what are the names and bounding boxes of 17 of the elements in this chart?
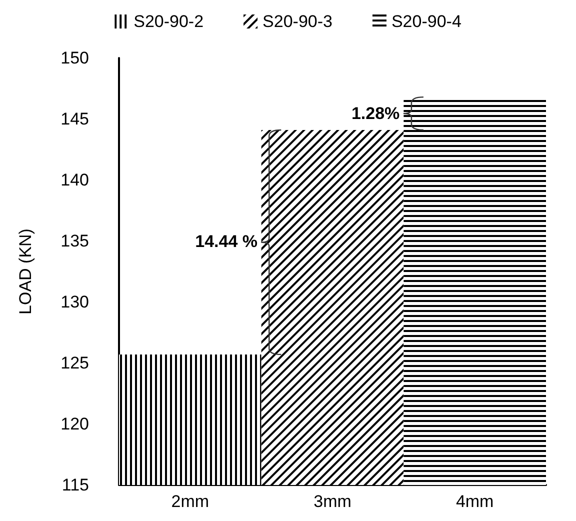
annotation: 1.28% [351, 104, 400, 124]
legend-label: S20-90-4 [391, 12, 462, 31]
annotation: 14.44 % [195, 232, 258, 252]
y-tick-label: 125 [60, 354, 89, 372]
x-tick-label: 2mm [171, 492, 210, 511]
y-tick-label: 130 [60, 292, 89, 312]
y-tick-label: 140 [60, 170, 89, 190]
legend-label: S20-90-2 [134, 12, 204, 31]
legend-label: S20-90-3 [262, 12, 332, 31]
y-tick-label: 135 [60, 232, 89, 250]
y-tick-label: 120 [60, 414, 89, 434]
x-tick-label: 4mm [456, 492, 494, 511]
y-tick-label: 145 [60, 110, 89, 128]
y-tick-label: 115 [62, 476, 89, 494]
y-axis-title: LOAD (KN) [16, 228, 35, 314]
x-tick-label: 3mm [314, 492, 352, 511]
y-tick-label: 150 [60, 48, 89, 68]
